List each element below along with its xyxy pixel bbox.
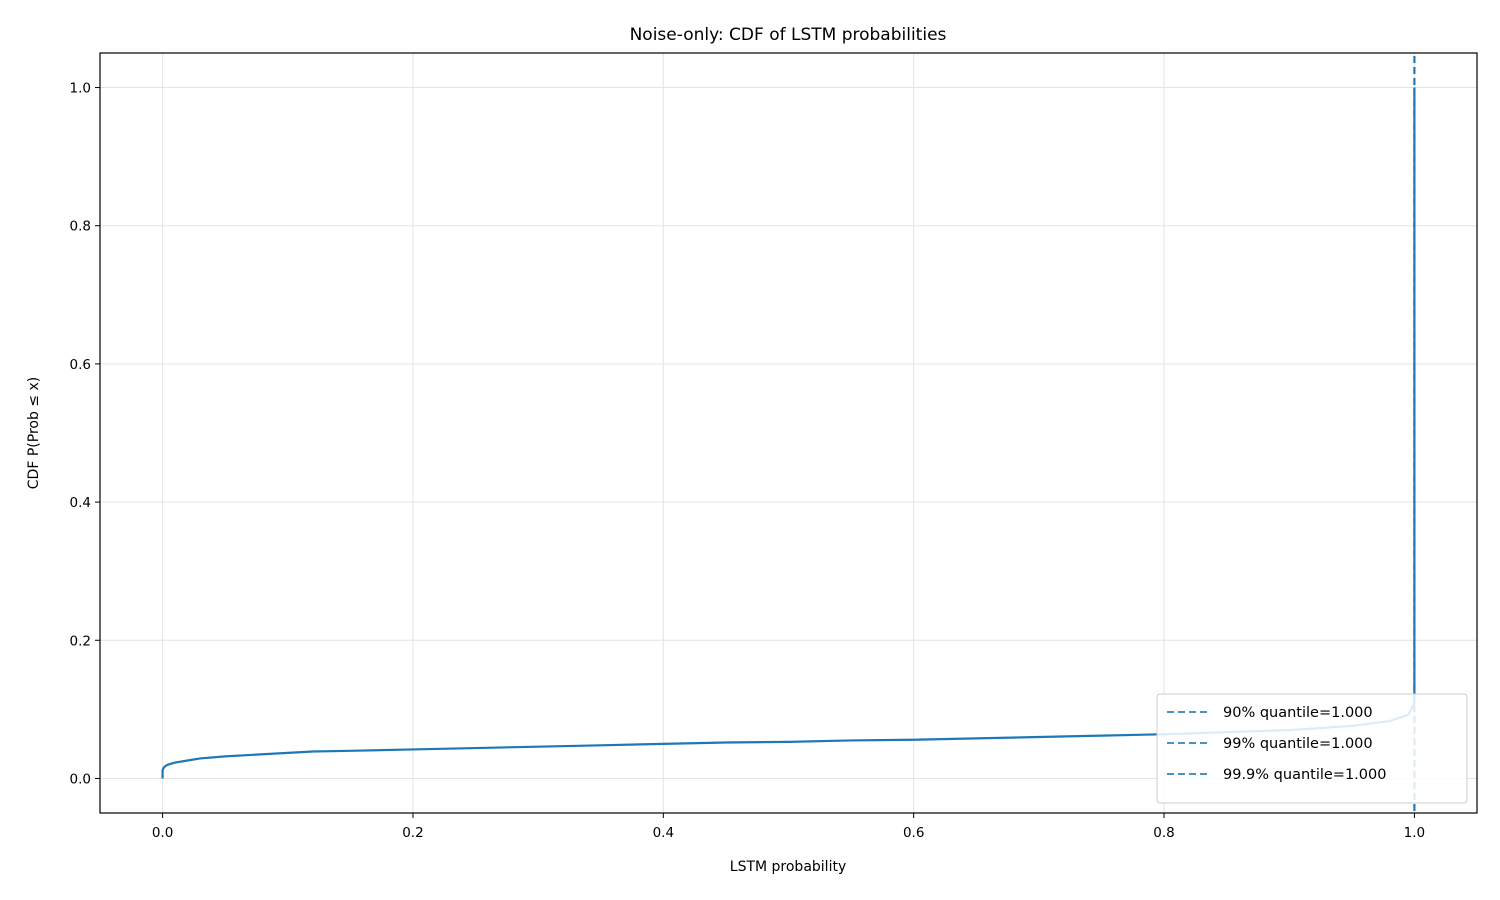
y-tick-label: 0.6 (70, 357, 91, 373)
y-tick-label: 0.2 (70, 633, 91, 649)
y-tick-label: 0.8 (70, 219, 91, 235)
y-tick-label: 0.0 (70, 771, 91, 787)
x-tick-label: 0.0 (152, 825, 173, 841)
chart-title: Noise-only: CDF of LSTM probabilities (630, 25, 947, 45)
y-axis-label: CDF P(Prob ≤ x) (26, 377, 42, 489)
legend-box (1156, 693, 1468, 804)
x-tick-label: 0.6 (903, 825, 924, 841)
x-tick-label: 0.4 (653, 825, 674, 841)
y-tick-label: 1.0 (70, 81, 91, 97)
y-tick-label: 0.4 (70, 495, 91, 511)
legend-entry-label: 90% quantile=1.000 (1223, 705, 1373, 721)
ticks: 0.0 0.2 0.4 0.6 0.8 1.0 0.0 0.2 0.4 0.6 0.8 1.0 (70, 81, 1426, 841)
legend-entry-label: 99.9% quantile=1.000 (1223, 767, 1386, 783)
x-tick-label: 0.8 (1153, 825, 1174, 841)
x-axis-label: LSTM probability (730, 859, 846, 875)
plot-frame (99, 52, 1478, 814)
x-tick-label: 1.0 (1404, 825, 1425, 841)
x-tick-label: 0.2 (402, 825, 423, 841)
legend-entry-label: 99% quantile=1.000 (1223, 736, 1373, 752)
legend: 90% quantile=1.000 99% quantile=1.000 99.9… (1156, 693, 1468, 804)
